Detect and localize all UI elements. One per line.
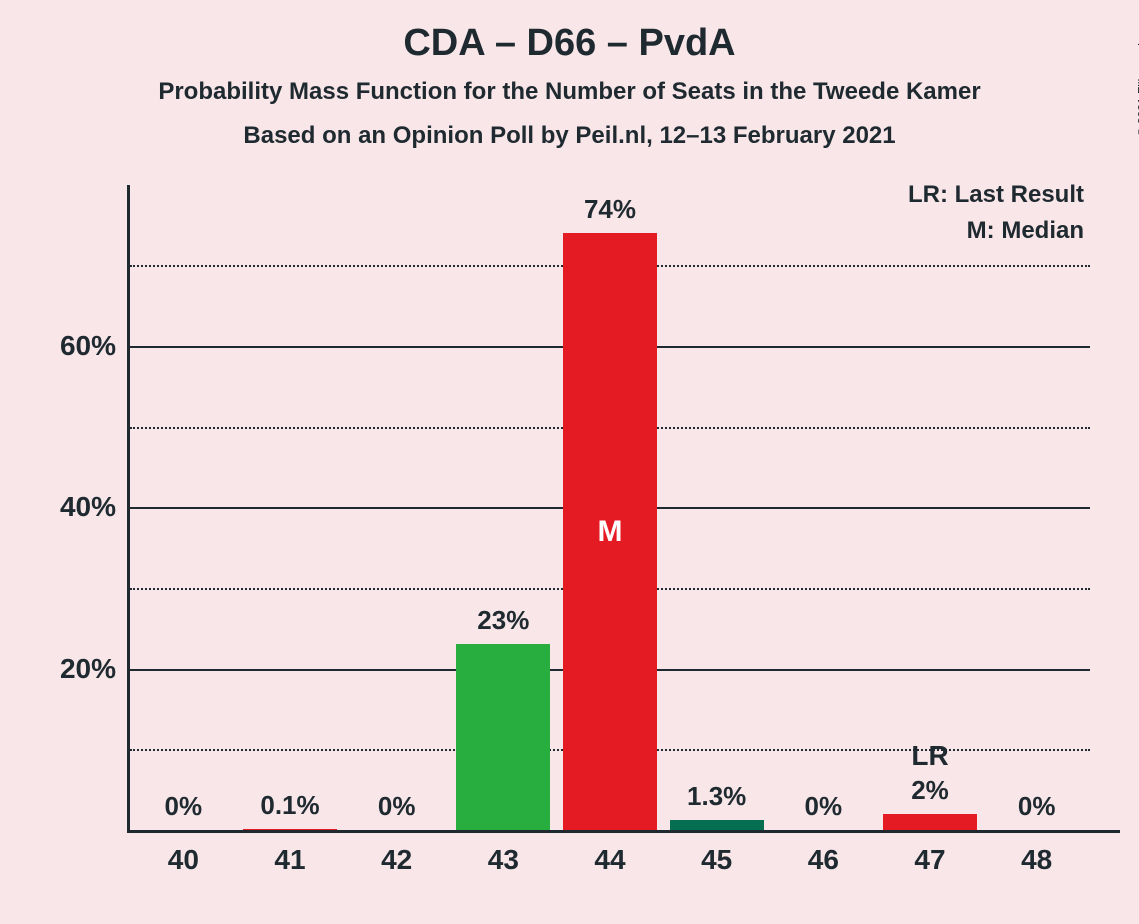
- bar-annotation-lr: LR: [911, 740, 948, 772]
- xtick-label: 40: [168, 830, 199, 876]
- chart-subtitle-1: Probability Mass Function for the Number…: [0, 78, 1139, 106]
- xtick-label: 41: [274, 830, 305, 876]
- bar-value-label: 23%: [477, 605, 529, 636]
- bar-value-label: 0%: [1018, 791, 1056, 822]
- chart-title: CDA – D66 – PvdA: [0, 22, 1139, 65]
- bar: [883, 814, 977, 830]
- xtick-label: 42: [381, 830, 412, 876]
- ytick-label: 40%: [60, 491, 130, 523]
- bar: [243, 829, 337, 830]
- bar: [670, 820, 764, 830]
- bar-value-label: 0%: [378, 791, 416, 822]
- bar-value-label: 0%: [165, 791, 203, 822]
- xtick-label: 45: [701, 830, 732, 876]
- xtick-label: 44: [594, 830, 625, 876]
- ytick-label: 20%: [60, 653, 130, 685]
- bar-annotation-median: M: [598, 515, 623, 549]
- bar: [456, 644, 550, 830]
- legend-m: M: Median: [967, 217, 1084, 245]
- copyright-text: © 2021 Filip van Laenen: [1135, 6, 1139, 136]
- legend-lr: LR: Last Result: [908, 181, 1084, 209]
- bar-value-label: 2%: [911, 775, 949, 806]
- ytick-label: 60%: [60, 330, 130, 362]
- xtick-label: 47: [914, 830, 945, 876]
- xtick-label: 48: [1021, 830, 1052, 876]
- bar-value-label: 0.1%: [260, 790, 319, 821]
- bar-value-label: 0%: [805, 791, 843, 822]
- xtick-label: 43: [488, 830, 519, 876]
- chart-subtitle-2: Based on an Opinion Poll by Peil.nl, 12–…: [0, 122, 1139, 150]
- chart-canvas: CDA – D66 – PvdA Probability Mass Functi…: [0, 0, 1139, 924]
- plot-area: 20%40%60%4041424344454647480%0.1%0%23%74…: [130, 225, 1090, 830]
- bar-value-label: 1.3%: [687, 781, 746, 812]
- bar-value-label: 74%: [584, 194, 636, 225]
- xtick-label: 46: [808, 830, 839, 876]
